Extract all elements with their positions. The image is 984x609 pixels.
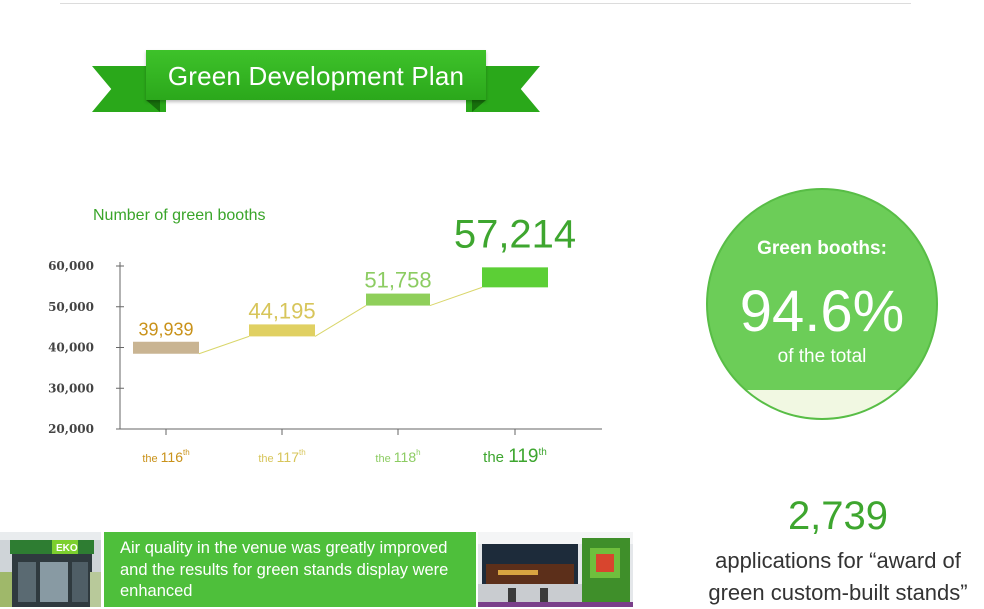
award-count: 2,739 — [787, 494, 889, 538]
green-booths-chart: 60,000 50,000 40,000 30,000 20,000 39,939 the … — [48, 212, 602, 467]
caption-box: Air quality in the venue was greatly imp… — [104, 532, 476, 607]
bar-1 — [133, 341, 199, 354]
trend-line-segment — [314, 305, 367, 337]
y-tick-label: 20,000 — [48, 422, 94, 436]
green-share-circle: Green booths: 94.6% of the total — [706, 188, 938, 420]
share-label: Green booths: — [757, 238, 887, 259]
chart-title: Number of green booths — [93, 207, 266, 224]
y-tick-label: 50,000 — [48, 300, 94, 314]
y-tick-label: 30,000 — [48, 381, 94, 395]
booth-photo-right — [478, 532, 633, 607]
bar-3 — [366, 293, 430, 306]
value-label-2: 44,195 — [248, 298, 315, 323]
x-tick-label-2: the 117th — [258, 448, 305, 465]
share-sublabel: of the total — [777, 346, 867, 367]
bar-4 — [482, 267, 548, 288]
booth-photo-left: EKO — [0, 532, 101, 607]
caption-text: Air quality in the venue was greatly imp… — [120, 539, 449, 600]
top-divider — [60, 3, 911, 4]
y-tick-label: 40,000 — [48, 341, 94, 355]
x-tick-label-1: the 116th — [142, 448, 189, 465]
trend-line-segment — [198, 335, 250, 355]
value-label-1: 39,939 — [138, 320, 193, 340]
ribbon-body: Green Development Plan — [146, 50, 486, 100]
circle-fill-level — [708, 390, 936, 418]
share-value: 94.6% — [739, 279, 905, 344]
trend-line-segment — [429, 286, 483, 307]
section-title: Green Development Plan — [167, 61, 465, 91]
booth-sign-text: EKO — [56, 543, 78, 554]
section-banner: Green Development Plan — [92, 48, 540, 114]
award-description: applications for “award of green custom-… — [708, 548, 968, 605]
y-tick-label: 60,000 — [48, 259, 94, 273]
value-label-4: 57,214 — [454, 212, 576, 256]
x-tick-label-3: the 118h — [375, 448, 420, 465]
bar-2 — [249, 324, 315, 337]
value-label-3: 51,758 — [364, 268, 431, 293]
x-tick-label-4: the 119th — [483, 446, 547, 467]
